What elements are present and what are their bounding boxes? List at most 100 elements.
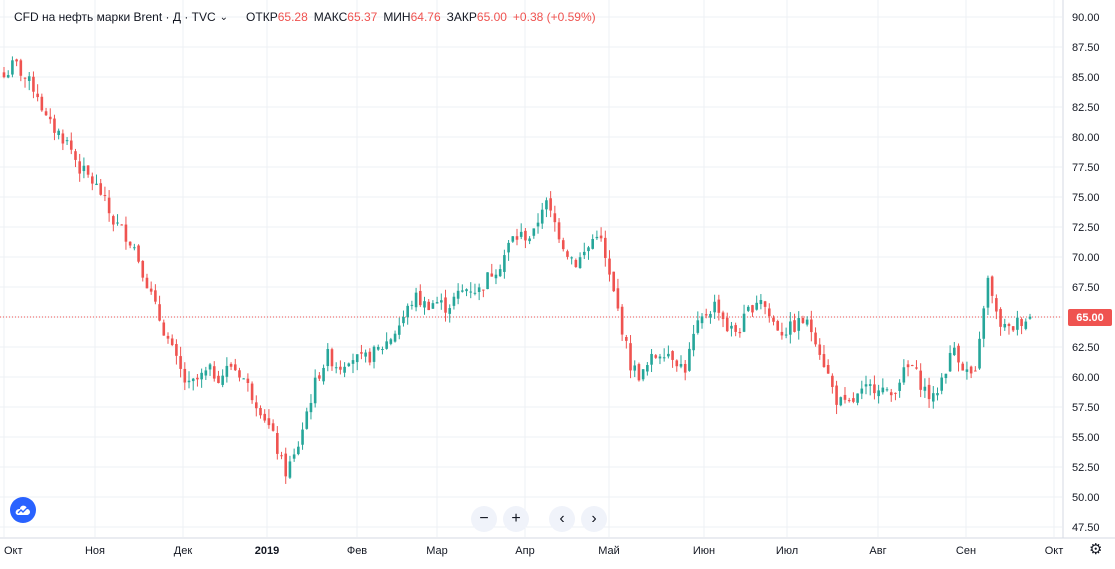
candle	[553, 205, 557, 232]
candle	[128, 241, 132, 249]
candle	[1020, 317, 1023, 335]
change-value: +0.38 (+0.59%)	[512, 10, 596, 24]
candle	[625, 334, 628, 349]
candle	[431, 300, 435, 310]
zoom-in-button[interactable]: +	[503, 506, 529, 532]
x-tick-label: Июн	[693, 545, 715, 557]
y-tick-label: 62.50	[1072, 342, 1100, 354]
zoom-out-button[interactable]: −	[471, 506, 497, 532]
candle	[877, 384, 880, 404]
candle	[418, 284, 422, 308]
candle	[212, 361, 216, 382]
tradingview-logo-button[interactable]	[10, 497, 36, 523]
x-tick-label: Окт	[4, 545, 23, 557]
candle	[242, 378, 245, 380]
candle	[99, 178, 103, 196]
candle	[1024, 318, 1028, 331]
high-value: 65.37	[347, 10, 378, 24]
candle	[507, 239, 510, 261]
symbol-title[interactable]: CFD на нефть марки Brent · Д · TVC	[14, 10, 216, 24]
x-tick-label: Апр	[515, 545, 534, 557]
candle	[141, 260, 145, 282]
candle	[364, 349, 367, 363]
candle	[343, 362, 346, 378]
candle	[267, 409, 271, 429]
candle	[23, 77, 27, 88]
candle	[334, 362, 338, 374]
candle	[254, 395, 258, 417]
candle	[208, 362, 212, 376]
candle	[494, 269, 498, 285]
candle	[276, 426, 279, 460]
candle	[881, 378, 885, 395]
candle	[158, 295, 161, 322]
candle	[654, 354, 658, 359]
candle	[784, 327, 788, 339]
candle	[692, 324, 695, 357]
candle	[116, 214, 119, 226]
candle	[574, 258, 578, 268]
settings-gear-icon[interactable]: ⚙	[1089, 541, 1103, 558]
candle	[137, 244, 140, 264]
candle	[95, 174, 98, 186]
candle	[284, 447, 288, 484]
candle	[974, 366, 977, 372]
candle	[751, 304, 754, 317]
candle	[112, 214, 115, 232]
candle	[1016, 310, 1019, 336]
candle	[835, 380, 838, 415]
x-tick-label: Сен	[956, 545, 976, 557]
candle	[629, 335, 632, 379]
chevron-down-icon[interactable]: ⌄	[219, 11, 229, 23]
candle	[381, 346, 384, 355]
scroll-left-button[interactable]: ‹	[549, 506, 575, 532]
x-axis[interactable]: Окт Ноя Дек 2019 Фев Мар Апр Май Июн Июл Авг Сен Окт	[4, 545, 1063, 557]
candle	[801, 315, 805, 324]
candle	[683, 360, 687, 381]
candle	[498, 264, 502, 278]
candle	[906, 360, 910, 377]
candle	[772, 315, 775, 326]
candle	[519, 223, 523, 240]
candle	[133, 243, 136, 251]
candle	[662, 348, 666, 362]
candle	[982, 305, 986, 348]
candle	[86, 165, 90, 178]
candle	[671, 350, 674, 368]
candle	[170, 334, 174, 347]
candle	[461, 284, 464, 293]
candle	[793, 313, 796, 333]
candle	[780, 322, 784, 340]
candle	[1011, 326, 1015, 333]
candle	[822, 345, 826, 368]
candle	[797, 311, 801, 340]
candle	[650, 349, 653, 373]
x-tick-label: Май	[598, 545, 620, 557]
candle	[402, 310, 405, 327]
candle	[19, 58, 23, 82]
candle	[292, 448, 296, 462]
candle	[898, 379, 901, 398]
candle	[709, 311, 712, 324]
candle	[1007, 322, 1011, 335]
candle	[604, 230, 607, 267]
open-value: 65.28	[277, 10, 308, 24]
candle	[746, 305, 750, 313]
candle	[582, 242, 586, 260]
candle	[2, 66, 6, 79]
candle	[309, 394, 313, 420]
candle	[32, 71, 35, 99]
y-tick-label: 80.00	[1072, 132, 1100, 144]
candle	[82, 157, 86, 179]
candle	[763, 300, 767, 315]
candle	[385, 332, 388, 350]
candle	[103, 186, 107, 202]
candle	[200, 368, 203, 388]
scroll-right-button[interactable]: ›	[581, 506, 607, 532]
y-axis[interactable]: 90.00 87.50 85.00 82.50 80.00 77.50 75.00 72.50…	[1072, 12, 1100, 534]
candle	[162, 319, 166, 336]
candle	[91, 172, 94, 191]
candle	[372, 345, 376, 369]
candle	[40, 93, 44, 112]
